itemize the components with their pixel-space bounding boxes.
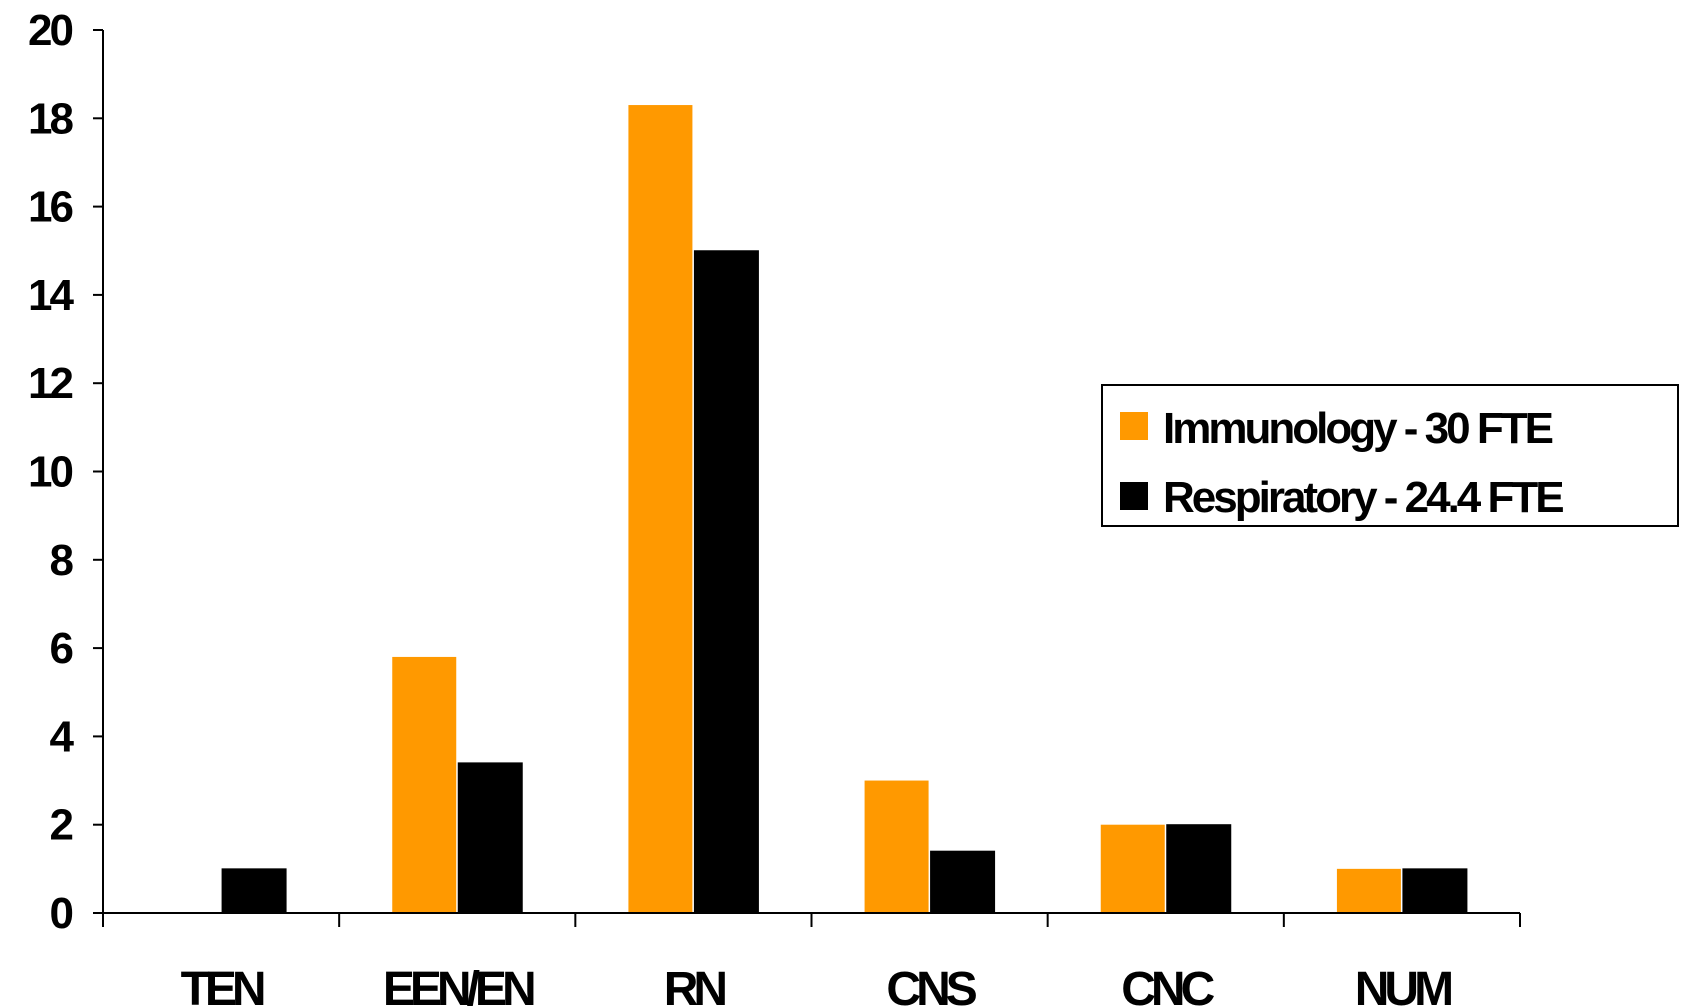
legend-box xyxy=(1101,384,1679,527)
y-tick-label: 10 xyxy=(28,448,72,497)
legend: Immunology - 30 FTE Respiratory - 24.4 F… xyxy=(1101,384,1679,527)
legend-label-respiratory: Respiratory - 24.4 FTE xyxy=(1163,473,1563,522)
x-tick-label: RN xyxy=(664,963,726,1006)
bar-respiratory xyxy=(1402,868,1468,914)
legend-swatch-respiratory xyxy=(1120,482,1148,510)
bar-immunology xyxy=(864,780,929,913)
bar-respiratory xyxy=(930,850,996,914)
y-ticks-group: 0 2 4 6 8 10 12 14 16 18 20 xyxy=(28,6,103,938)
bar-respiratory xyxy=(221,868,287,914)
bar-immunology xyxy=(628,105,693,914)
bar-immunology xyxy=(1100,824,1165,913)
bar-immunology xyxy=(392,656,457,913)
y-tick-label: 14 xyxy=(28,271,74,320)
legend-swatch-immunology xyxy=(1120,412,1148,440)
x-tick-label: TEN xyxy=(181,963,264,1006)
y-tick-label: 2 xyxy=(50,801,73,850)
bar-respiratory xyxy=(457,762,523,914)
bars-group xyxy=(221,105,1468,914)
y-tick-label: 16 xyxy=(28,183,72,232)
x-tick-label: CNC xyxy=(1121,963,1214,1006)
bar-immunology xyxy=(1336,868,1401,913)
y-tick-label: 20 xyxy=(28,6,72,55)
y-tick-label: 12 xyxy=(28,359,72,408)
y-tick-label: 18 xyxy=(28,94,73,143)
bar-respiratory xyxy=(1166,824,1232,914)
x-tick-label: NUM xyxy=(1355,963,1451,1006)
x-tick-label: EEN/EN xyxy=(383,963,534,1006)
x-tick-label: CNS xyxy=(886,963,976,1006)
bar-respiratory xyxy=(693,250,759,914)
legend-label-immunology: Immunology - 30 FTE xyxy=(1163,404,1553,453)
y-tick-label: 8 xyxy=(50,536,74,585)
y-tick-label: 0 xyxy=(50,889,73,938)
y-tick-label: 4 xyxy=(50,712,75,761)
y-tick-label: 6 xyxy=(50,624,73,673)
x-ticks-group: TEN EEN/EN RN CNS CNC NUM xyxy=(102,913,1521,1006)
